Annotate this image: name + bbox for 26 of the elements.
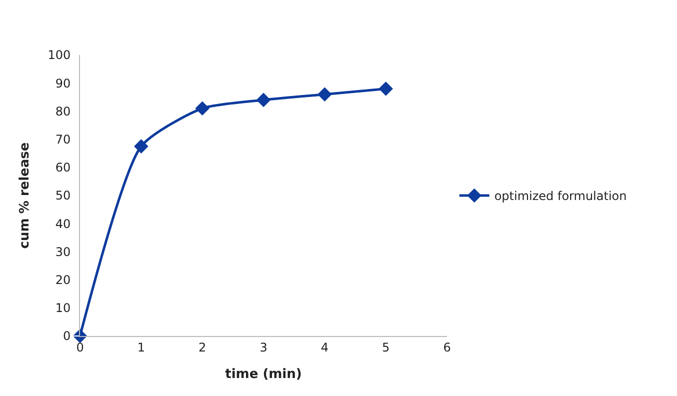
point [256,92,271,108]
y-tick-label: 50 [55,188,71,203]
y-tick-label: 60 [55,160,71,175]
point [378,82,393,96]
y-tick-label: 20 [55,273,71,287]
y-tick-label: 40 [55,216,71,231]
y-tick-label: 90 [55,76,71,90]
y-tick-label: 10 [55,301,71,316]
x-tick-label: 1 [137,340,145,354]
x-tick-label: 0 [76,340,84,354]
y-tick-label: 70 [55,132,71,146]
y-tick-label: 30 [55,244,71,259]
x-tick-label: 2 [198,340,206,354]
point [195,101,210,116]
legend-label: optimized formulation [494,189,627,204]
y-tick-label: 100 [48,48,71,62]
x-axis-title: time (min) [225,367,302,382]
y-axis-title: cum % release [18,142,33,249]
point [318,87,332,102]
y-tick-label: 0 [62,329,71,344]
y-tick-label: 80 [55,104,71,118]
x-tick-label: 3 [260,340,268,354]
x-tick-label: 6 [443,340,451,354]
x-tick-label: 4 [320,340,328,354]
point [134,139,148,154]
x-tick-label: 5 [382,340,390,354]
